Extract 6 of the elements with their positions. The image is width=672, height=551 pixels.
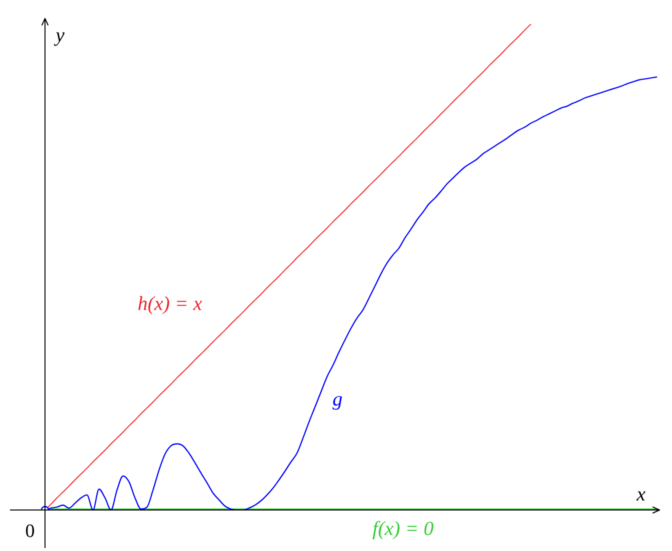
x-axis-title: x <box>636 483 646 506</box>
series-label: h(x) = x <box>138 293 202 316</box>
series-label: f(x) = 0 <box>372 518 434 540</box>
text: 0 <box>25 520 35 542</box>
series-label: g <box>332 388 343 410</box>
y-axis-title: y <box>54 24 65 46</box>
